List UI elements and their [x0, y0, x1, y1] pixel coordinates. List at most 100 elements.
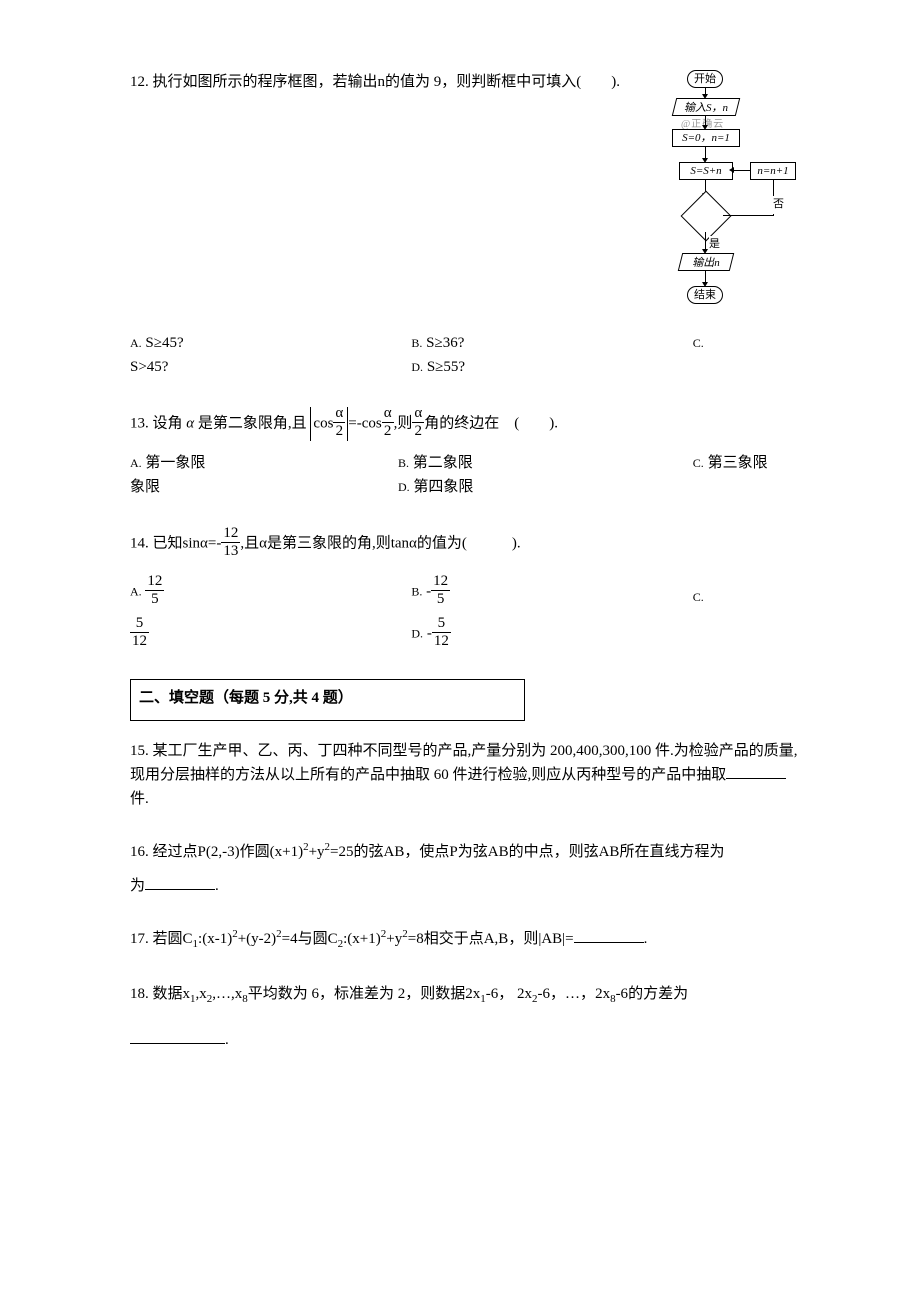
frac-den: 2 [333, 423, 345, 440]
abs-cos-text: cos [313, 415, 333, 431]
q17-t2: 相交于点 [424, 931, 484, 947]
frac-num: α [333, 405, 345, 423]
q16-AB3: AB [599, 844, 620, 860]
q13-tail2: 角的终边在 ( ). [424, 415, 558, 431]
mdots: ，…， [550, 986, 595, 1002]
flow-arrow [705, 232, 706, 250]
q14-t5: ). [512, 535, 521, 551]
frac-num: 12 [221, 525, 240, 543]
sep1: ， [498, 986, 517, 1002]
q13-tail1: ,则 [394, 415, 413, 431]
q14-sin: sinα=- [183, 535, 222, 551]
opt-c-label: C. [693, 590, 704, 604]
opt-b-label: B. [411, 584, 422, 598]
opt-c-num: 5 [130, 615, 149, 633]
q17-c1b: +(y-2) [238, 931, 276, 947]
q16-Pc: P [449, 844, 457, 860]
flow-end: 结束 [687, 286, 723, 304]
q13-alpha: α [186, 415, 194, 431]
x2: x [199, 986, 207, 1002]
opt-d-label: D. [398, 480, 410, 494]
question-18: 18. 数据x1,x2,…,x8平均数为 6，标准差为 2，则数据2x1-6， … [130, 982, 800, 1053]
q17-C1: C [183, 931, 193, 947]
q12-text2: 的值为 9，则判断框中可填入( [385, 74, 581, 90]
opt-c-cont: 象限 [130, 479, 160, 495]
q13-stem: 13. 设角 α 是第二象限角,且 cosα2 =-cosα2,则α2角的终边在… [130, 407, 800, 441]
q15-text2: 件. [130, 791, 149, 807]
opt-b-label: B. [411, 336, 422, 350]
q17-t1: 若圆 [153, 931, 183, 947]
flow-decision [681, 191, 732, 242]
opt-a-frac: 125 [145, 573, 164, 607]
t1c: -6 [486, 986, 499, 1002]
q17-absAB: |AB|= [538, 931, 573, 947]
opt-d: S≥55? [427, 359, 465, 375]
flowchart: 开始 输入S，n @正确云 S=0，n=1 S=S+n n=n+1 [645, 70, 800, 315]
t8c: -6 [616, 986, 629, 1002]
opt-c: 第三象限 [708, 455, 768, 471]
t8a: 2x [595, 986, 610, 1002]
q15-text: 某工厂生产甲、乙、丙、丁四种不同型号的产品,产量分别为 200,400,300,… [130, 743, 798, 783]
flow-init: S=0，n=1 [672, 129, 740, 147]
opt-d-label: D. [411, 626, 423, 640]
eq-neg-cos: =-cos [348, 415, 381, 431]
flow-output-text: 输出n [682, 254, 730, 272]
frac-den3: 2 [412, 423, 424, 440]
q16-period: . [215, 878, 219, 894]
opt-b-frac: 125 [431, 573, 450, 607]
opt-d: 第四象限 [413, 479, 473, 495]
question-17: 17. 若圆C1:(x-1)2+(y-2)2=4与圆C2:(x+1)2+y2=8… [130, 926, 800, 954]
q16-blank [145, 874, 215, 890]
opt-b: 第二象限 [413, 455, 473, 471]
q12-text: 执行如图所示的程序框图，若输出 [153, 74, 378, 90]
q12-number: 12. [130, 74, 149, 90]
q14-t1: 已知 [153, 535, 183, 551]
q16-t7: 所在直线方程为 [619, 844, 724, 860]
dots: ,…, [212, 986, 235, 1002]
question-13: 13. 设角 α 是第二象限角,且 cosα2 =-cosα2,则α2角的终边在… [130, 407, 800, 499]
q14-alpha: α [259, 535, 267, 551]
q17-C2: C [328, 931, 338, 947]
flow-no-label: 否 [773, 196, 784, 214]
q15-blank [726, 763, 786, 779]
flow-arrowhead [729, 167, 734, 173]
flow-arrow [733, 170, 750, 171]
opt-d-label: D. [411, 360, 423, 374]
question-12: 开始 输入S，n @正确云 S=0，n=1 S=S+n n=n+1 [130, 70, 800, 379]
q13-number: 13. [130, 415, 149, 431]
opt-a-label: A. [130, 336, 142, 350]
flow-output: 输出n [680, 253, 732, 271]
q16-prefix: 为 [130, 878, 145, 894]
opt-a: S≥45? [145, 335, 183, 351]
opt-b-num: 12 [431, 573, 450, 591]
q17-c1a: :(x-1) [198, 931, 232, 947]
t2c: -6 [538, 986, 551, 1002]
opt-c-label: C. [693, 456, 704, 470]
q17-c2b: +y [386, 931, 402, 947]
q13-options: A. 第一象限 B. 第二象限 C. 第三象限 象限 D. 第四象限 [130, 451, 800, 499]
flow-arrow [723, 215, 773, 216]
frac-den2: 2 [382, 423, 394, 440]
t2a: 2x [517, 986, 532, 1002]
opt-d-den: 12 [432, 633, 451, 650]
q17-blank [574, 927, 644, 943]
flow-inc: n=n+1 [750, 162, 796, 180]
section-2-box: 二、填空题（每题 5 分,共 4 题） [130, 679, 525, 721]
q16-t4: ，使点 [404, 844, 449, 860]
q13-t2: 是第二象限角,且 [194, 415, 307, 431]
q17-t3: ，则 [508, 931, 538, 947]
q12-options: A. S≥45? B. S≥36? C. S>45? D. S≥55? [130, 331, 800, 379]
opt-a-den: 5 [145, 591, 164, 608]
q13-t1: 设角 [153, 415, 187, 431]
question-16: 16. 经过点P(2,-3)作圆(x+1)2+y2=25的弦AB，使点P为弦AB… [130, 839, 800, 898]
opt-d-frac: 512 [432, 615, 451, 649]
q15-number: 15. [130, 743, 149, 759]
opt-b: S≥36? [426, 335, 464, 351]
q12-text3: ). [611, 74, 620, 90]
q18-period: . [225, 1032, 229, 1048]
q17-c1c: =4 [282, 931, 298, 947]
q16-number: 16. [130, 844, 149, 860]
q16-t3: 的弦 [354, 844, 384, 860]
flow-start: 开始 [687, 70, 723, 88]
q16-t5: 为弦 [458, 844, 488, 860]
